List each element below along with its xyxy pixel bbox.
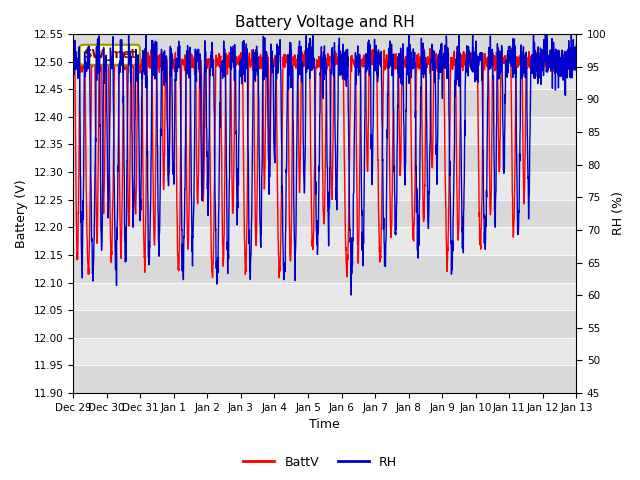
Bar xyxy=(73,34,577,61)
Y-axis label: RH (%): RH (%) xyxy=(612,192,625,236)
Title: Battery Voltage and RH: Battery Voltage and RH xyxy=(235,15,415,30)
Bar xyxy=(73,89,577,117)
Bar xyxy=(73,255,577,283)
X-axis label: Time: Time xyxy=(309,419,340,432)
Bar xyxy=(73,200,577,228)
Y-axis label: Battery (V): Battery (V) xyxy=(15,179,28,248)
Bar xyxy=(73,365,577,393)
Bar xyxy=(73,144,577,172)
Bar xyxy=(73,310,577,338)
Text: SW_met: SW_met xyxy=(83,48,136,61)
Legend: BattV, RH: BattV, RH xyxy=(238,451,402,474)
